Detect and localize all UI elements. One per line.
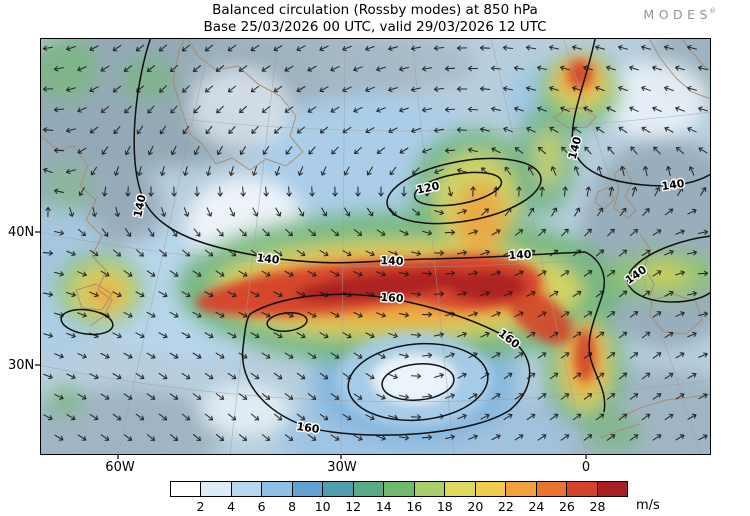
colorbar-segment [323,482,354,496]
contour-label: 140 [508,248,532,262]
colorbar-segment [353,482,385,496]
colorbar-tick: 26 [558,499,575,514]
lat-label-40n: 40N [8,225,35,240]
colorbar-tick: 12 [345,499,362,514]
colorbar-tick: 18 [436,499,453,514]
chart-header: Balanced circulation (Rossby modes) at 8… [0,2,750,35]
registered-trademark-icon: ® [709,7,716,15]
colorbar-segment [506,482,537,496]
colorbar-segment [414,482,446,496]
lon-label-0: 0 [581,460,591,475]
modes-logo: MODES® [643,7,716,22]
contour-label: 140 [256,251,281,266]
map-canvas: 140 140 140 140 120 140 140 140 160 160 … [35,38,711,459]
colorbar-tick: 28 [589,499,606,514]
coastlines [40,38,711,439]
contour-label: 160 [296,420,321,436]
modes-logo-text: MODES [643,7,712,22]
colorbar-tick: 2 [196,499,205,514]
contour-label: 140 [131,193,149,219]
map-border [40,38,711,455]
colorbar-tick: 24 [528,499,545,514]
axis-ticks [35,231,587,459]
colorbar-tick: 16 [406,499,423,514]
colorbar-tick: 8 [288,499,297,514]
map-figure: 140 140 140 140 120 140 140 140 160 160 … [35,38,711,459]
contour-label: 160 [380,291,404,306]
colorbar-ticks: 2 4 6 8 10 12 14 16 18 20 22 24 26 28 [170,499,628,514]
contour-label: 140 [380,254,404,268]
colorbar-segment [201,482,232,496]
colorbar-segment [536,482,568,496]
colorbar-segment [567,482,598,496]
colorbar-tick: 4 [227,499,236,514]
colorbar-segment [475,482,507,496]
colorbar [170,481,628,497]
colorbar-tick: 20 [467,499,484,514]
colorbar-unit: m/s [636,498,660,513]
colorbar-segment [171,482,202,496]
colorbar-tick: 14 [375,499,392,514]
chart-title: Balanced circulation (Rossby modes) at 8… [212,2,538,18]
lat-label-30n: 30N [8,358,35,373]
colorbar-tick: 10 [314,499,331,514]
colorbar-segment [597,482,628,496]
contour-label: 140 [661,177,686,193]
colorbar-segment [292,482,324,496]
colorbar-segment [231,482,263,496]
colorbar-segment [445,482,476,496]
colorbar-segment [262,482,293,496]
chart-subtitle: Base 25/03/2026 00 UTC, valid 29/03/2026… [203,18,547,35]
contour-label: 120 [415,179,441,197]
wind-speed-field [40,38,711,455]
lon-label-30w: 30W [327,460,357,475]
colorbar-tick: 22 [497,499,514,514]
colorbar-segment [384,482,415,496]
colorbar-tick: 6 [257,499,266,514]
lon-label-60w: 60W [105,460,135,475]
